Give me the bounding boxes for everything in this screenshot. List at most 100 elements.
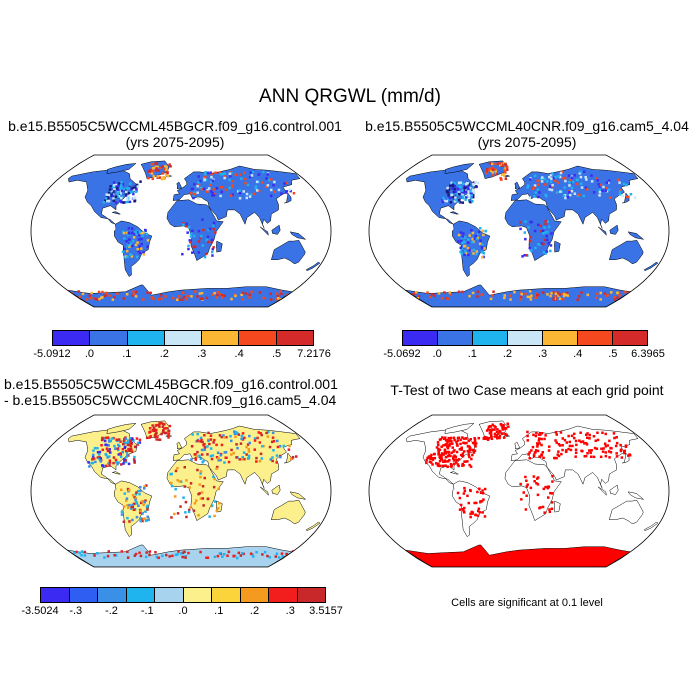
map-panel2-cell bbox=[478, 242, 482, 246]
map-panel3-cell bbox=[185, 479, 188, 482]
map-panel2-cell bbox=[526, 186, 529, 189]
map-panel2-cell bbox=[476, 290, 480, 294]
map-panel1-cell bbox=[163, 168, 167, 171]
map-panel3-cell bbox=[217, 487, 220, 491]
map-panel1-cell bbox=[203, 178, 206, 182]
map-panel4-landmass bbox=[554, 500, 561, 513]
map-panel4-cell bbox=[504, 432, 507, 436]
map-panel3-cell bbox=[125, 449, 128, 453]
map-panel3-cell bbox=[136, 443, 140, 446]
map-panel3-cell bbox=[261, 445, 264, 448]
map-panel3-cell bbox=[199, 475, 202, 479]
map-panel4-cell bbox=[563, 438, 567, 442]
map-panel3-cell bbox=[232, 554, 236, 558]
map-panel3-cell bbox=[219, 454, 223, 457]
map-panel3-cell bbox=[161, 430, 165, 434]
map-panel3-cell bbox=[241, 552, 244, 555]
map-panel1-cell bbox=[200, 234, 203, 238]
map-panel2-cell bbox=[449, 184, 452, 188]
map-panel2-cell bbox=[523, 231, 526, 234]
map-panel2-cell bbox=[558, 175, 562, 179]
map-panel4-cell bbox=[444, 443, 448, 446]
map-panel3-cell bbox=[101, 448, 104, 452]
map-panel4-cell bbox=[555, 433, 558, 436]
map-panel1-cell bbox=[154, 165, 158, 169]
map-panel1-cell bbox=[139, 180, 142, 183]
map-panel3-cell bbox=[118, 445, 121, 448]
map-panel2-cell bbox=[467, 253, 470, 257]
map-panel4-cell bbox=[462, 492, 466, 495]
map-panel3-cell bbox=[129, 448, 132, 451]
map-panel4-cell bbox=[446, 445, 449, 448]
map-panel3-cell bbox=[148, 427, 152, 430]
map-panel2-cell bbox=[502, 173, 505, 176]
map-panel3-cell bbox=[98, 458, 102, 462]
map-panel3-cell bbox=[239, 554, 243, 557]
map-panel4-cell bbox=[578, 439, 581, 442]
map-panel2-cell bbox=[537, 195, 540, 199]
map-panel2-cell bbox=[549, 185, 552, 188]
map-panel2-landmass bbox=[452, 220, 491, 277]
map-panel1-cell bbox=[104, 197, 108, 200]
map-panel4-cell bbox=[450, 451, 453, 455]
map-panel1-cell bbox=[133, 196, 137, 199]
map-panel2-cell bbox=[519, 298, 523, 301]
map-panel2-cell bbox=[504, 171, 507, 174]
map-panel1-cell bbox=[238, 197, 242, 200]
map-panel3-cell bbox=[161, 425, 165, 428]
map-panel1-cell bbox=[97, 290, 101, 294]
map-panel2-cell bbox=[474, 234, 477, 238]
map-panel1-cell bbox=[132, 292, 136, 296]
map-panel2-cell bbox=[540, 180, 544, 183]
map-panel1-cell bbox=[243, 171, 246, 174]
map-panel3-cell bbox=[143, 487, 146, 490]
colorbar2-label: .1 bbox=[467, 348, 477, 360]
map-panel3-cell bbox=[127, 447, 130, 451]
map-panel1-cell bbox=[150, 296, 154, 299]
map-panel3-cell bbox=[135, 491, 138, 494]
map-panel2-cell bbox=[602, 185, 605, 189]
map-panel3-cell bbox=[143, 517, 147, 520]
map-panel3-cell bbox=[220, 443, 224, 447]
map-panel1-cell bbox=[128, 245, 131, 248]
map-panel4-cell bbox=[478, 511, 481, 514]
map-panel3-cell bbox=[247, 450, 251, 453]
map-panel4-cell bbox=[459, 442, 462, 446]
map-panel1-cell bbox=[133, 232, 136, 236]
colorbar3-swatch-7 bbox=[240, 588, 269, 602]
map-panel4-cell bbox=[581, 440, 585, 443]
map-panel4-cell bbox=[490, 437, 494, 440]
map-panel2-cell bbox=[464, 190, 468, 193]
colorbar1-swatch-4 bbox=[202, 331, 240, 345]
map-panel2-cell bbox=[521, 255, 524, 258]
map-panel1-cell bbox=[108, 294, 111, 297]
map-panel2-cell bbox=[491, 294, 494, 297]
map-panel3-cell bbox=[80, 550, 84, 553]
map-panel3-cell bbox=[93, 554, 96, 557]
map-panel4-landmass bbox=[627, 491, 644, 500]
map-panel4-cell bbox=[443, 448, 447, 451]
map-panel1-cell bbox=[241, 298, 244, 301]
map-panel1-cell bbox=[105, 193, 108, 196]
map-panel2-cell bbox=[461, 241, 464, 245]
map-panel2-cell bbox=[457, 240, 460, 243]
map-panel1-cell bbox=[192, 196, 195, 200]
map-panel3-cell bbox=[198, 492, 201, 495]
map-panel1-cell bbox=[139, 231, 143, 235]
map-panel4-cell bbox=[590, 455, 593, 458]
map-panel4-cell bbox=[463, 486, 466, 490]
map-panel3-cell bbox=[188, 486, 191, 489]
map-panel2-cell bbox=[529, 295, 532, 299]
map-panel3-cell bbox=[213, 514, 216, 518]
map-panel2-cell bbox=[491, 162, 494, 166]
map-panel3-cell bbox=[174, 553, 178, 557]
map-panel3-cell bbox=[216, 554, 220, 558]
map-panel1-cell bbox=[169, 165, 172, 168]
map-panel2-cell bbox=[567, 174, 571, 177]
map-panel1-cell bbox=[125, 190, 128, 194]
map-panel4-cell bbox=[594, 439, 597, 442]
map-panel3-cell bbox=[177, 550, 180, 553]
map-panel4-cell bbox=[614, 444, 618, 448]
map-panel3-cell bbox=[209, 438, 213, 441]
map-panel1-cell bbox=[211, 194, 214, 197]
